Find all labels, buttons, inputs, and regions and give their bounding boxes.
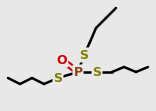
- Text: O: O: [57, 54, 67, 66]
- Text: S: S: [54, 71, 63, 84]
- Text: S: S: [80, 49, 88, 61]
- Text: P: P: [73, 65, 83, 78]
- Text: S: S: [93, 65, 102, 78]
